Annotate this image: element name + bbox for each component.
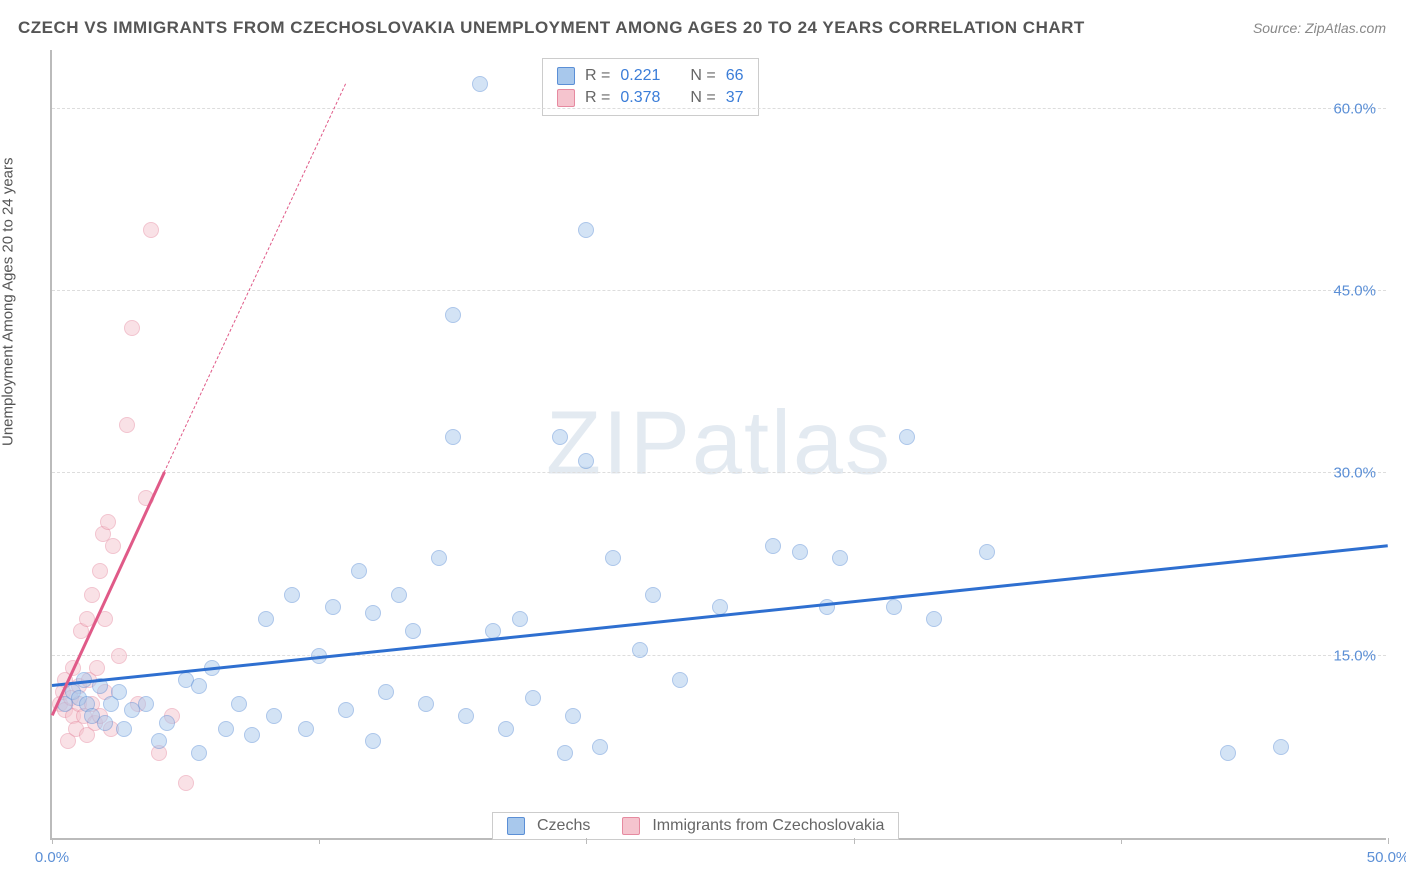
czechs-point [605, 550, 621, 566]
czechs-point [231, 696, 247, 712]
czechs-point [138, 696, 154, 712]
czechs-point [926, 611, 942, 627]
gridline-h [52, 655, 1386, 656]
stats-row-czechs: R = 0.221 N = 66 [557, 65, 744, 87]
x-tick-label: 0.0% [35, 849, 69, 866]
czechs-point [886, 599, 902, 615]
czechs-point [899, 429, 915, 445]
gridline-h [52, 108, 1386, 109]
czechs-point [391, 587, 407, 603]
czechs-point [111, 684, 127, 700]
czechs-point [832, 550, 848, 566]
tick-v [586, 838, 587, 844]
legend-swatch-immigrants [622, 817, 640, 835]
czechs-point [645, 587, 661, 603]
czechs-point [258, 611, 274, 627]
y-tick-label: 15.0% [1333, 647, 1376, 664]
czechs-point [418, 696, 434, 712]
czechs-point [325, 599, 341, 615]
czechs-point [498, 721, 514, 737]
czechs-point [97, 715, 113, 731]
czechs-point [557, 745, 573, 761]
tick-v [319, 838, 320, 844]
czechs-point [445, 429, 461, 445]
czechs-point [592, 739, 608, 755]
immigrants-point [119, 417, 135, 433]
legend-swatch-czechs [507, 817, 525, 835]
tick-v [854, 838, 855, 844]
czechs-point [472, 76, 488, 92]
czechs-point [979, 544, 995, 560]
x-tick-label: 50.0% [1367, 849, 1406, 866]
gridline-h [52, 472, 1386, 473]
immigrants-point [92, 563, 108, 579]
series-legend: Czechs Immigrants from Czechoslovakia [492, 812, 899, 840]
czechs-point [632, 642, 648, 658]
czechs-point [578, 222, 594, 238]
czechs-point [365, 605, 381, 621]
czechs-point [218, 721, 234, 737]
chart-title: CZECH VS IMMIGRANTS FROM CZECHOSLOVAKIA … [18, 18, 1085, 38]
czechs-point [431, 550, 447, 566]
immigrants-point [178, 775, 194, 791]
czechs-point [365, 733, 381, 749]
czechs-point [298, 721, 314, 737]
czechs-point [445, 307, 461, 323]
gridline-h [52, 290, 1386, 291]
immigrants-point [143, 222, 159, 238]
immigrants-point [84, 587, 100, 603]
czechs-point [151, 733, 167, 749]
y-tick-label: 45.0% [1333, 283, 1376, 300]
czechs-point [351, 563, 367, 579]
czechs-point [191, 745, 207, 761]
czechs-point [792, 544, 808, 560]
swatch-czechs [557, 67, 575, 85]
czechs-point [672, 672, 688, 688]
czechs-point [284, 587, 300, 603]
czechs-point [512, 611, 528, 627]
czechs-point [525, 690, 541, 706]
czechs-point [552, 429, 568, 445]
immigrants-point [105, 538, 121, 554]
trend-line [164, 84, 347, 473]
czechs-point [405, 623, 421, 639]
immigrants-point [100, 514, 116, 530]
czechs-point [765, 538, 781, 554]
czechs-point [458, 708, 474, 724]
y-tick-label: 60.0% [1333, 100, 1376, 117]
immigrants-point [89, 660, 105, 676]
legend-label-czechs: Czechs [537, 817, 590, 835]
czechs-point [1273, 739, 1289, 755]
czechs-point [116, 721, 132, 737]
plot-area: ZIPatlas R = 0.221 N = 66 R = 0.378 N = … [50, 50, 1386, 840]
immigrants-point [111, 648, 127, 664]
czechs-point [378, 684, 394, 700]
czechs-point [159, 715, 175, 731]
y-tick-label: 30.0% [1333, 465, 1376, 482]
source-attribution: Source: ZipAtlas.com [1253, 20, 1386, 36]
stats-row-immigrants: R = 0.378 N = 37 [557, 87, 744, 109]
czechs-point [578, 453, 594, 469]
tick-v [52, 838, 53, 844]
czechs-point [266, 708, 282, 724]
trend-line [52, 544, 1388, 686]
tick-v [1388, 838, 1389, 844]
czechs-point [565, 708, 581, 724]
czechs-point [338, 702, 354, 718]
watermark: ZIPatlas [546, 393, 892, 496]
y-axis-label: Unemployment Among Ages 20 to 24 years [0, 157, 17, 446]
legend-label-immigrants: Immigrants from Czechoslovakia [652, 817, 884, 835]
czechs-point [244, 727, 260, 743]
tick-v [1121, 838, 1122, 844]
swatch-immigrants [557, 89, 575, 107]
immigrants-point [124, 320, 140, 336]
czechs-point [191, 678, 207, 694]
czechs-point [1220, 745, 1236, 761]
